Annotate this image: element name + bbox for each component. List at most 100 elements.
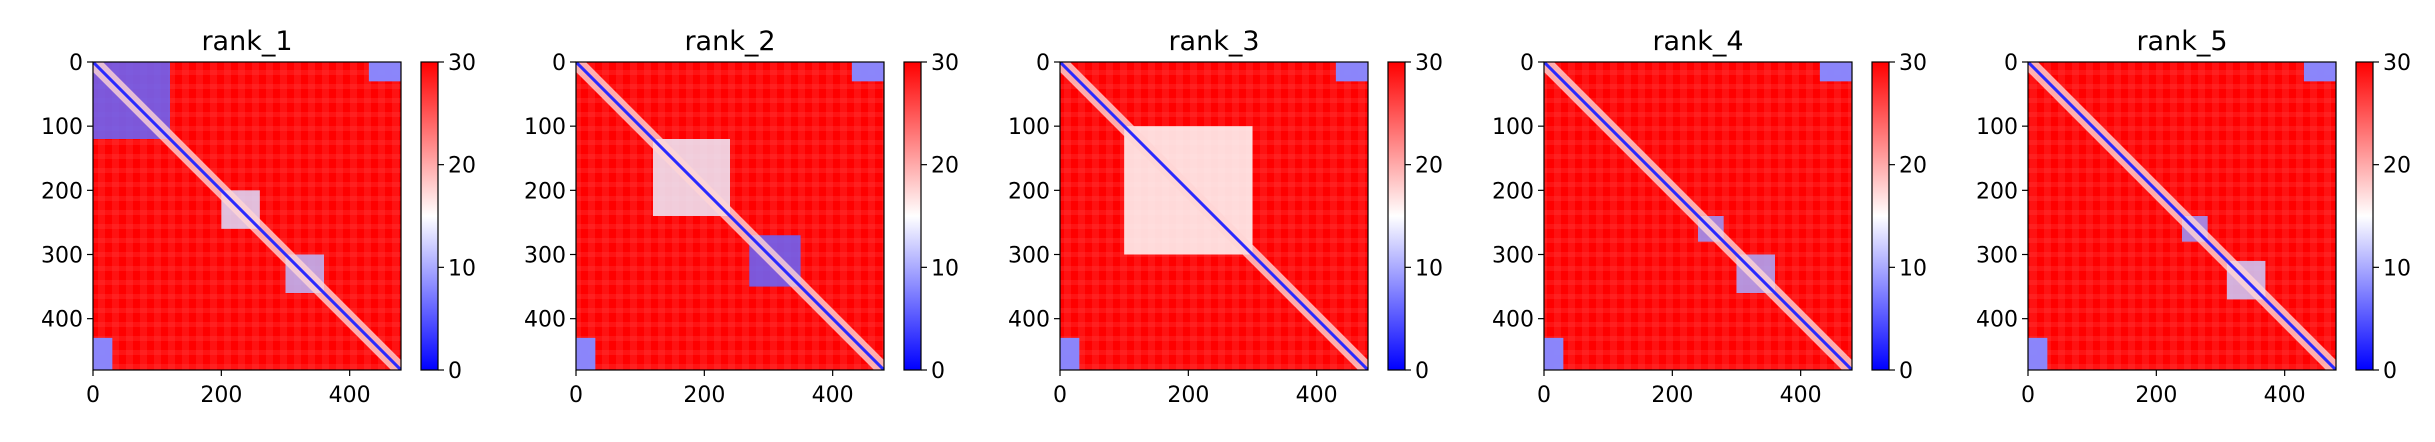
colorbar-tick-label: 20 (2383, 154, 2411, 179)
y-tick-label: 100 (1976, 115, 2018, 140)
colorbar-tick-label: 30 (931, 51, 959, 76)
heatmap-body (93, 62, 401, 370)
y-tick-label: 300 (41, 244, 83, 269)
x-tick-label: 400 (2264, 383, 2306, 408)
diagonal-line (576, 62, 884, 370)
heatmap-panel-3: rank_3 0 200 400 0 100 200 300 400 0 10 20 30 (1008, 26, 1443, 408)
colorbar-tick-label: 10 (2383, 256, 2411, 281)
heatmap-region (93, 337, 113, 370)
x-tick-label: 200 (1167, 383, 1209, 408)
y-tick-label: 400 (524, 308, 566, 333)
x-tick-label: 400 (1296, 383, 1338, 408)
y-tick-label: 100 (41, 115, 83, 140)
diagonal-line (93, 62, 401, 370)
colorbar (1871, 61, 1890, 371)
heatmap-body (1544, 62, 1852, 370)
chart-title: rank_5 (2136, 26, 2227, 57)
y-tick-label: 400 (41, 308, 83, 333)
x-tick-label: 400 (812, 383, 854, 408)
heatmap-region (1335, 62, 1368, 82)
heatmap-region (576, 337, 596, 370)
colorbar (2355, 61, 2374, 371)
y-tick-label: 400 (1008, 308, 1050, 333)
colorbar-tick-label: 10 (1415, 256, 1443, 281)
heatmap-region (368, 62, 401, 82)
y-tick-label: 200 (41, 179, 83, 204)
colorbar-tick-label: 10 (1899, 256, 1927, 281)
chart-title: rank_3 (1168, 26, 1259, 57)
colorbar-tick-label: 30 (1415, 51, 1443, 76)
chart-title: rank_1 (201, 26, 292, 57)
heatmap-region (1819, 62, 1852, 82)
x-tick-label: 0 (1537, 383, 1551, 408)
colorbar-tick-label: 20 (931, 154, 959, 179)
x-tick-label: 0 (86, 383, 100, 408)
y-tick-label: 200 (1008, 179, 1050, 204)
heatmap-region (2028, 337, 2048, 370)
heatmap-panel-2: rank_2 0 200 400 0 100 200 300 400 0 10 20 30 (524, 26, 959, 408)
heatmap-panel-1: rank_1 0 200 400 0 100 200 300 400 0 10 20 30 (41, 26, 476, 408)
y-tick-label: 100 (524, 115, 566, 140)
colorbar-tick-label: 0 (2383, 359, 2397, 384)
colorbar-tick-label: 20 (1899, 154, 1927, 179)
chart-title: rank_2 (684, 26, 775, 57)
colorbar (903, 61, 922, 371)
colorbar (420, 61, 439, 371)
axes-frame (1543, 61, 1853, 371)
colorbar-tick-label: 0 (1415, 359, 1429, 384)
heatmap-body (576, 62, 884, 370)
x-tick-label: 0 (569, 383, 583, 408)
axes-frame (575, 61, 885, 371)
x-tick-label: 200 (683, 383, 725, 408)
x-tick-label: 0 (2021, 383, 2035, 408)
colorbar (1387, 61, 1406, 371)
colorbar-tick-label: 10 (931, 256, 959, 281)
y-tick-label: 300 (524, 244, 566, 269)
y-tick-label: 200 (1976, 179, 2018, 204)
y-tick-label: 400 (1492, 308, 1534, 333)
heatmap-region (2303, 62, 2336, 82)
axes-frame (92, 61, 402, 371)
colorbar-tick-label: 20 (448, 154, 476, 179)
x-tick-label: 0 (1053, 383, 1067, 408)
colorbar-tick-label: 0 (448, 359, 462, 384)
y-tick-label: 0 (1036, 51, 1050, 76)
diagonal-line (2028, 62, 2336, 370)
axes-frame (1059, 61, 1369, 371)
heatmap-body (1060, 62, 1368, 370)
heatmap-region (851, 62, 884, 82)
axes-frame (2027, 61, 2337, 371)
y-tick-label: 300 (1008, 244, 1050, 269)
x-tick-label: 200 (1651, 383, 1693, 408)
y-tick-label: 0 (552, 51, 566, 76)
y-tick-label: 200 (1492, 179, 1534, 204)
heatmap-panel-5: rank_5 0 200 400 0 100 200 300 400 0 10 20 30 (1976, 26, 2411, 408)
y-tick-label: 0 (69, 51, 83, 76)
colorbar-tick-label: 30 (2383, 51, 2411, 76)
y-tick-label: 200 (524, 179, 566, 204)
x-tick-label: 200 (2135, 383, 2177, 408)
colorbar-tick-label: 10 (448, 256, 476, 281)
colorbar-tick-label: 0 (1899, 359, 1913, 384)
diagonal-line (1544, 62, 1852, 370)
y-tick-label: 100 (1492, 115, 1534, 140)
diagonal-line (1060, 62, 1368, 370)
y-tick-label: 300 (1492, 244, 1534, 269)
heatmap-region (1544, 337, 1564, 370)
y-tick-label: 0 (1520, 51, 1534, 76)
x-tick-label: 200 (200, 383, 242, 408)
heatmap-region (1060, 337, 1080, 370)
y-tick-label: 100 (1008, 115, 1050, 140)
heatmap-panel-4: rank_4 0 200 400 0 100 200 300 400 0 10 20 30 (1492, 26, 1927, 408)
chart-title: rank_4 (1652, 26, 1743, 57)
y-tick-label: 300 (1976, 244, 2018, 269)
x-tick-label: 400 (1780, 383, 1822, 408)
colorbar-tick-label: 30 (1899, 51, 1927, 76)
colorbar-tick-label: 0 (931, 359, 945, 384)
x-tick-label: 400 (329, 383, 371, 408)
y-tick-label: 0 (2004, 51, 2018, 76)
colorbar-tick-label: 30 (448, 51, 476, 76)
colorbar-tick-label: 20 (1415, 154, 1443, 179)
heatmap-body (2028, 62, 2336, 370)
